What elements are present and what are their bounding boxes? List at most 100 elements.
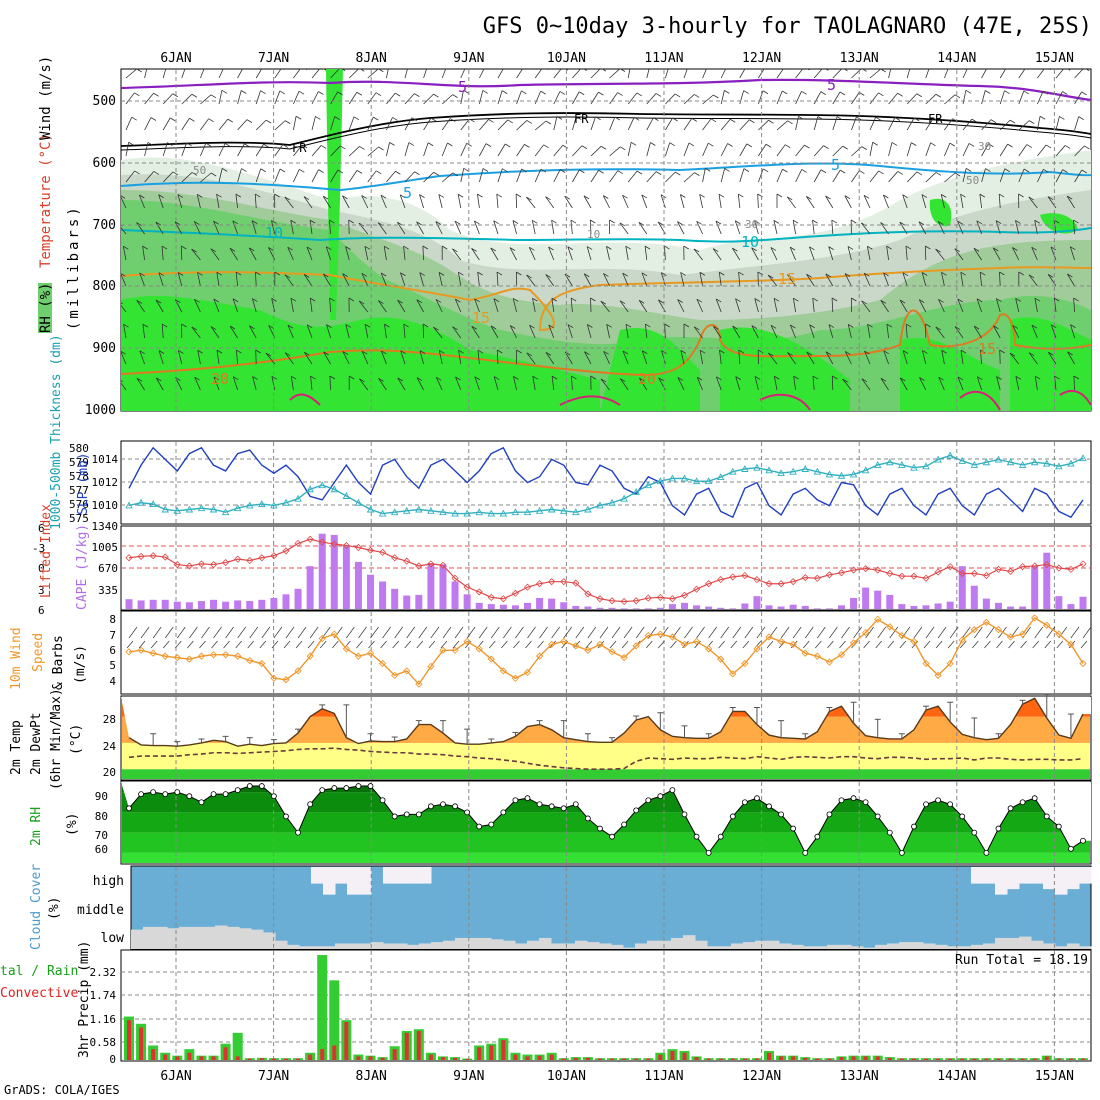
wind-speed-point — [451, 646, 459, 654]
wind-barb — [274, 120, 286, 131]
wind-barb — [293, 144, 303, 157]
li-point — [560, 578, 568, 586]
wind-barb — [454, 298, 462, 313]
rh-point — [911, 823, 917, 830]
li-point — [572, 579, 580, 587]
contour-label: 20 — [211, 370, 229, 388]
wind-barb-flag — [1007, 143, 1013, 148]
wind-barb — [155, 299, 164, 313]
wind-barb-flag — [452, 172, 458, 177]
wind-barb-flag — [680, 272, 686, 276]
wind-barb — [293, 69, 301, 79]
wind-barb — [921, 272, 927, 287]
wind-barb — [381, 350, 387, 365]
cape-labels: Lifted Index CAPE (J/kg) — [39, 504, 90, 610]
wind-barb — [1074, 145, 1085, 157]
wind-barb — [606, 246, 610, 261]
wind-barb — [416, 299, 424, 313]
wind-barb — [1037, 91, 1044, 105]
wind-barb — [646, 93, 657, 105]
surface-barb — [164, 626, 174, 639]
thickness-point — [1043, 459, 1051, 467]
wind-barb-flag — [911, 65, 916, 68]
wind-barb — [976, 376, 982, 391]
wind-label: Speed — [31, 633, 46, 672]
wind-barb-flag — [754, 376, 761, 380]
wind-barb-flag — [1035, 375, 1041, 380]
wind-barb — [622, 272, 629, 287]
contour-label: 15 — [778, 270, 796, 288]
wind-barb — [1055, 116, 1060, 131]
wind-barb — [806, 196, 815, 209]
wind-barb-flag — [842, 378, 848, 383]
wind-barb-flag — [416, 377, 423, 381]
cape-bar — [403, 595, 411, 609]
wind-barb — [813, 91, 822, 105]
wind-label: Wind (m/s) — [38, 56, 54, 140]
li-point — [185, 562, 193, 570]
cloud-high-cell — [323, 867, 336, 895]
wind-barb-flag — [529, 324, 535, 329]
cape-bar — [1031, 566, 1039, 609]
wind-barb-flag — [867, 323, 873, 328]
precip-convective-bar — [742, 1058, 747, 1060]
cape-bar — [789, 604, 797, 609]
surface-barb — [466, 626, 476, 639]
wind-speed-point — [608, 648, 616, 656]
wind-barb-flag — [738, 193, 744, 198]
wind-barb — [795, 144, 805, 157]
li-point — [499, 595, 507, 603]
li-point — [439, 561, 447, 569]
wind-barb-flag — [516, 349, 522, 354]
wind-barb — [529, 325, 536, 339]
cape-label: CAPE (J/kg) — [75, 524, 90, 610]
rh-point — [258, 783, 265, 789]
thickness-point — [427, 506, 435, 514]
wind-barb-flag — [496, 193, 502, 198]
wind-barb — [516, 69, 523, 79]
rh-point — [548, 803, 555, 810]
wind-speed-point — [632, 642, 640, 650]
surface-barb — [249, 626, 259, 639]
thickness-point — [294, 494, 302, 502]
wind-barb — [216, 194, 220, 209]
thickness-point — [378, 509, 387, 517]
wind-barb — [435, 377, 443, 391]
wind-barb-flag — [842, 145, 848, 150]
cape-bar — [379, 581, 387, 609]
wind-barb — [867, 324, 871, 339]
wind-barb — [767, 274, 778, 287]
wind-barb — [416, 221, 424, 235]
rh-point — [524, 795, 531, 802]
wind-barb-flag — [1070, 246, 1076, 251]
wind-barb — [693, 326, 703, 339]
thickness-point — [837, 471, 846, 479]
wind-speed-point — [391, 671, 399, 679]
rh-point — [319, 787, 326, 793]
wind-barb — [776, 168, 783, 183]
wind-label: (m/s) — [73, 645, 88, 684]
li-point — [874, 566, 882, 574]
wind-barb-flag — [584, 273, 590, 278]
wind-barb-flag — [732, 247, 738, 252]
surface-barb-flag — [827, 640, 834, 649]
li-point — [379, 548, 387, 556]
surface-barb — [961, 626, 971, 639]
wind-barb — [121, 226, 127, 235]
cloud-low-cell — [659, 940, 672, 949]
wind-speed-point — [185, 655, 194, 663]
surface-barb — [539, 626, 548, 639]
cape-bar — [487, 604, 495, 609]
wind-barb — [638, 300, 648, 313]
precip-convective-bar — [597, 1058, 602, 1060]
thickness-point — [777, 469, 785, 476]
precip-convective-bar — [1032, 1058, 1037, 1060]
wind-barb — [842, 378, 852, 391]
wind-barb-flag — [710, 118, 717, 123]
surface-barb — [478, 626, 488, 639]
wind-barb — [1037, 169, 1044, 183]
wind-barb-flag — [773, 220, 780, 224]
wind-barb — [768, 352, 778, 365]
wind-barb-flag — [150, 117, 157, 121]
precip-convective-bar — [308, 1054, 313, 1060]
